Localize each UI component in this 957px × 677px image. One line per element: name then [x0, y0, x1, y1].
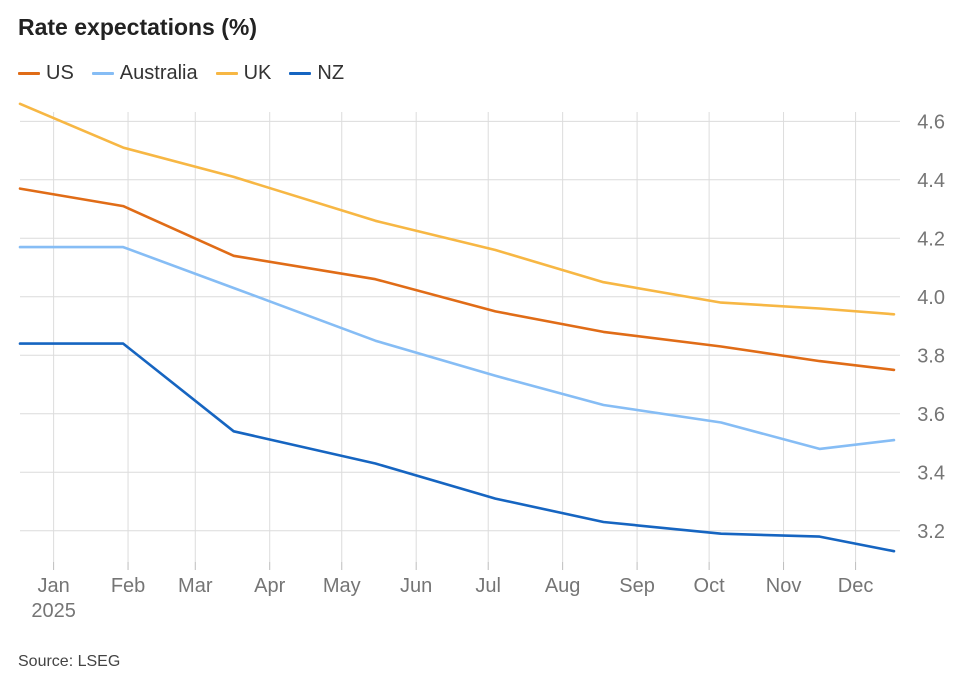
y-tick-label: 4.6 — [917, 111, 945, 133]
legend-swatch-nz — [289, 72, 312, 75]
x-tick-label: Oct — [694, 575, 726, 597]
y-tick-label: 4.2 — [917, 228, 945, 250]
x-tick-label: Dec — [838, 575, 874, 597]
legend-item-nz: NZ — [289, 62, 344, 85]
legend-item-us: US — [18, 62, 74, 85]
x-tick-label: Jan — [37, 575, 69, 597]
series-line-us — [18, 187, 896, 372]
series-line-nz — [18, 342, 896, 553]
legend-label-australia: Australia — [119, 62, 198, 84]
x-tick-sublabel: 2025 — [31, 600, 76, 622]
y-tick-label: 4.0 — [917, 287, 945, 309]
legend-label-uk: UK — [243, 62, 272, 84]
x-tick-label: Apr — [254, 575, 285, 597]
y-tick-label: 3.8 — [917, 345, 945, 367]
source-note: Source: LSEG — [18, 653, 121, 670]
legend: US Australia UK NZ — [18, 62, 362, 85]
legend-label-nz: NZ — [317, 62, 345, 84]
x-tick-label: Sep — [619, 575, 655, 597]
y-tick-label: 3.4 — [917, 462, 945, 484]
y-axis-ticks: 3.2 3.4 3.6 3.8 4.0 4.2 4.4 4.6 — [917, 111, 945, 542]
legend-item-uk: UK — [215, 62, 272, 85]
x-tick-label: May — [323, 575, 361, 597]
series-line-australia — [18, 245, 896, 451]
legend-label-us: US — [46, 62, 74, 84]
y-tick-label: 3.6 — [917, 404, 945, 426]
grid — [20, 112, 900, 570]
y-tick-label: 3.2 — [917, 521, 945, 543]
chart-title: Rate expectations (%) — [18, 14, 258, 40]
x-tick-label: Mar — [178, 575, 213, 597]
x-tick-label: Jul — [475, 575, 501, 597]
series-lines — [18, 102, 896, 553]
x-axis-ticks: Jan 2025 Feb Mar Apr May Jun Jul Aug Sep Oct Nov Dec — [31, 575, 873, 622]
series-line-uk — [18, 102, 896, 316]
legend-swatch-us — [18, 72, 40, 75]
legend-item-australia: Australia — [91, 62, 198, 85]
x-tick-label: Jun — [400, 575, 432, 597]
x-tick-label: Feb — [111, 575, 145, 597]
x-tick-label: Aug — [545, 575, 581, 597]
legend-swatch-australia — [91, 72, 114, 75]
y-tick-label: 4.4 — [917, 170, 945, 192]
legend-swatch-uk — [215, 72, 238, 75]
x-tick-label: Nov — [766, 575, 802, 597]
